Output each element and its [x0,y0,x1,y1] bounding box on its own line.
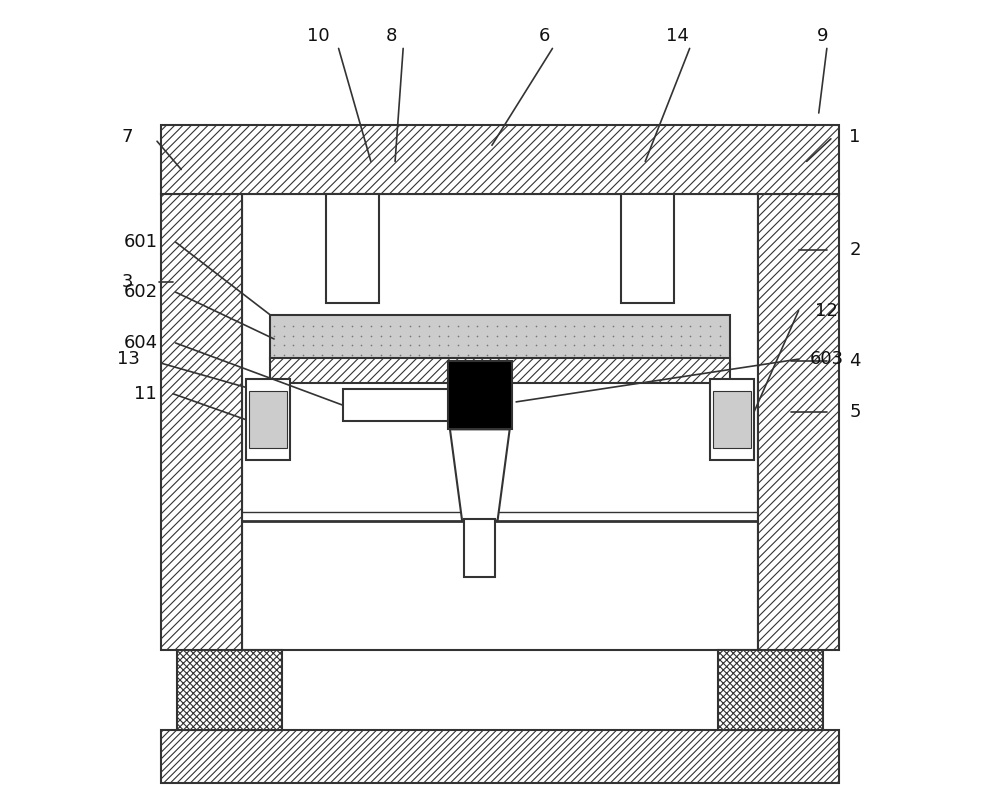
Bar [718,650,823,730]
Text: 13: 13 [117,350,140,368]
Text: 10: 10 [307,27,330,45]
Polygon shape [450,429,510,521]
Text: 1: 1 [849,128,861,146]
Text: 12: 12 [815,302,838,320]
Bar [710,379,754,460]
Bar [464,519,495,577]
Text: 602: 602 [124,283,158,301]
Text: 603: 603 [810,350,844,368]
Bar [249,391,287,448]
Text: 8: 8 [385,27,397,45]
Bar [448,361,512,429]
Text: 5: 5 [849,403,861,420]
Text: 6: 6 [539,27,550,45]
Bar [246,379,290,460]
Bar [758,194,839,650]
Text: 14: 14 [666,27,689,45]
Bar [343,389,452,421]
Bar [270,358,730,383]
Bar [713,391,751,448]
Text: 7: 7 [121,128,133,146]
Text: 9: 9 [817,27,829,45]
Bar [270,315,730,359]
Text: 4: 4 [849,352,861,370]
Text: 3: 3 [121,274,133,291]
Bar [326,194,379,303]
Bar [621,194,674,303]
Text: 2: 2 [849,241,861,259]
Text: 601: 601 [124,233,158,251]
Bar [242,194,758,650]
Text: 11: 11 [134,385,156,403]
Bar [161,194,242,650]
Bar [161,125,839,194]
Bar [177,650,282,730]
Text: 604: 604 [124,334,158,352]
Bar [161,730,839,783]
